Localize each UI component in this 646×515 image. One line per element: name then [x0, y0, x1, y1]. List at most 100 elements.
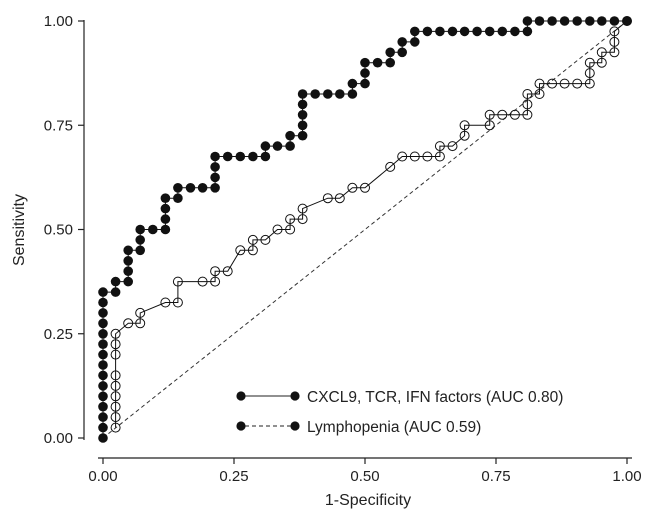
data-point — [123, 266, 133, 277]
data-point — [347, 89, 358, 99]
data-point — [160, 297, 171, 308]
data-point — [609, 16, 620, 26]
data-point — [235, 245, 246, 256]
data-point — [260, 141, 271, 151]
legend-marker-lymphopenia-left — [236, 421, 246, 431]
data-point — [385, 161, 396, 172]
data-point — [484, 26, 495, 37]
data-point — [497, 109, 508, 120]
data-point — [272, 224, 283, 235]
data-point — [297, 203, 308, 214]
x-tick-label: 0.75 — [481, 468, 510, 485]
y-tick-label: 0.00 — [44, 430, 73, 447]
data-point — [422, 26, 433, 37]
data-point — [260, 234, 271, 245]
data-point — [98, 349, 108, 360]
data-point — [459, 120, 470, 131]
data-point — [285, 130, 295, 141]
x-tick-label: 1.00 — [612, 468, 641, 485]
data-point — [509, 109, 520, 120]
data-point — [385, 47, 396, 58]
data-point — [285, 224, 296, 235]
data-point — [585, 16, 595, 26]
data-point — [459, 130, 470, 141]
data-point — [422, 151, 433, 162]
data-point — [222, 151, 233, 162]
data-point — [447, 141, 458, 152]
data-point — [210, 276, 221, 287]
data-point — [148, 224, 158, 235]
legend-marker-cxcl9-right — [290, 391, 300, 401]
data-point — [160, 193, 171, 203]
data-point — [534, 89, 545, 99]
data-point — [547, 78, 558, 89]
data-point — [435, 26, 445, 37]
data-point — [272, 141, 283, 151]
data-point — [110, 391, 121, 402]
data-point — [98, 329, 108, 339]
data-point — [98, 381, 108, 391]
data-point — [247, 245, 258, 256]
data-point — [522, 26, 533, 37]
legend-label-lymphopenia: Lymphopenia (AUC 0.59) — [307, 419, 481, 436]
data-point — [135, 318, 146, 329]
data-point — [123, 255, 133, 266]
data-point — [559, 78, 570, 89]
data-point — [347, 78, 358, 89]
data-point — [210, 151, 220, 162]
data-point — [98, 422, 108, 433]
data-point — [584, 78, 595, 89]
data-point — [110, 422, 121, 433]
data-point — [98, 370, 108, 381]
data-point — [172, 297, 183, 308]
data-point — [484, 109, 495, 120]
data-point — [160, 214, 171, 224]
data-point — [210, 172, 220, 183]
data-point — [210, 183, 220, 193]
data-point — [98, 433, 108, 443]
data-point — [98, 287, 108, 297]
data-point — [247, 234, 258, 245]
data-point — [547, 16, 557, 26]
data-point — [173, 183, 183, 193]
data-point — [248, 151, 258, 162]
data-point — [135, 235, 145, 245]
data-point — [110, 276, 121, 287]
data-point — [210, 266, 221, 277]
data-point — [110, 328, 121, 339]
data-point — [197, 276, 208, 287]
data-point — [222, 266, 233, 277]
data-point — [135, 224, 145, 235]
data-point — [409, 151, 420, 162]
series-cxcl9 — [98, 16, 632, 443]
data-point — [98, 297, 108, 308]
data-point — [110, 339, 121, 350]
y-axis-ticks: 0.00 0.25 0.50 0.75 1.00 — [44, 13, 84, 447]
data-point — [559, 16, 570, 26]
legend-marker-lymphopenia-right — [290, 421, 300, 431]
data-point — [572, 16, 582, 26]
data-point — [596, 47, 607, 58]
data-point — [472, 26, 482, 37]
data-point — [447, 26, 458, 37]
data-point — [335, 89, 345, 99]
series-lymphopenia — [110, 16, 632, 433]
data-point — [160, 224, 171, 235]
data-point — [360, 57, 370, 68]
data-point — [622, 16, 632, 26]
legend-marker-cxcl9-left — [236, 391, 246, 401]
data-point — [360, 68, 370, 78]
series-line — [115, 20, 628, 428]
data-point — [110, 287, 121, 297]
data-point — [123, 276, 133, 287]
data-point — [334, 193, 345, 204]
data-point — [173, 193, 183, 203]
legend-label-cxcl9: CXCL9, TCR, IFN factors (AUC 0.80) — [307, 389, 563, 406]
data-point — [98, 391, 108, 402]
data-point — [434, 141, 445, 152]
data-point — [522, 16, 533, 26]
data-point — [110, 370, 121, 381]
data-point — [310, 89, 321, 99]
data-point — [534, 78, 545, 89]
data-point — [98, 360, 108, 370]
